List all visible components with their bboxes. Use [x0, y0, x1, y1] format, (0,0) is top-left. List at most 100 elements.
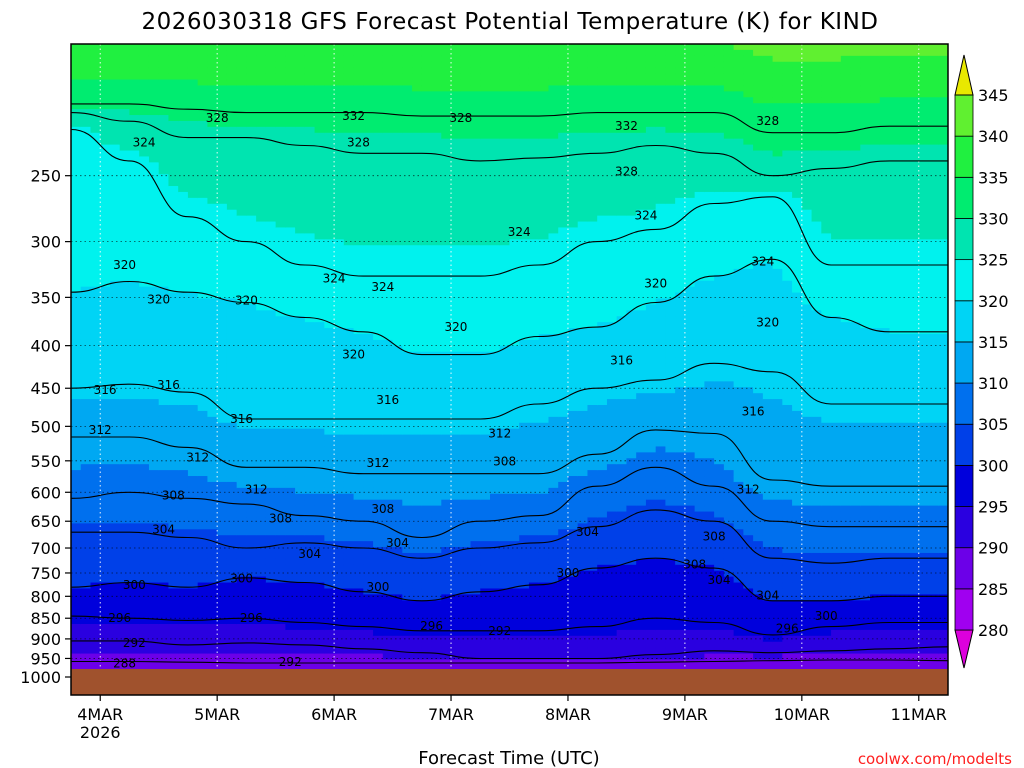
contour-label: 300 [815, 609, 838, 623]
x-tick-label: 10MAR [774, 705, 830, 724]
contour-label: 304 [386, 536, 409, 550]
contour-label: 320 [342, 348, 365, 362]
contour-label: 292 [279, 655, 302, 669]
colorbar-low-arrow [954, 629, 974, 669]
colorbar-label: 325 [978, 251, 1009, 270]
colorbar-label: 290 [978, 539, 1009, 558]
colorbar-label: 330 [978, 209, 1009, 228]
contour-label: 320 [147, 292, 170, 306]
contour-label: 316 [157, 378, 180, 392]
contour-label: 308 [269, 511, 292, 525]
colorbar-label: 320 [978, 292, 1009, 311]
isentrope-lines [71, 103, 948, 664]
contour-label: 308 [371, 502, 394, 516]
colorbar-band [954, 218, 974, 261]
colorbar-high-arrow [954, 54, 974, 96]
plot-frame [70, 43, 949, 696]
colorbar-label: 295 [978, 498, 1009, 517]
y-tick-label: 250 [30, 167, 61, 186]
contour-label: 320 [113, 258, 136, 272]
contour-label: 320 [644, 277, 667, 291]
colorbar-band [954, 382, 974, 425]
contour-label: 320 [756, 315, 779, 329]
contour-label: 324 [323, 271, 346, 285]
contour-label: 320 [235, 293, 258, 307]
y-tick-label: 950 [30, 649, 61, 668]
isentrope-308 [71, 466, 948, 539]
y-tick-label: 900 [30, 630, 61, 649]
contour-label: 316 [376, 393, 399, 407]
contour-label: 316 [742, 405, 765, 419]
grid-lines [71, 44, 948, 695]
x-tick-label: 11MAR [891, 705, 947, 724]
contour-label: 328 [756, 114, 779, 128]
contour-label: 300 [230, 572, 253, 586]
colorbar-label: 340 [978, 127, 1009, 146]
contour-label: 328 [347, 135, 370, 149]
contour-label: 312 [245, 482, 268, 496]
colorbar-legend: 280 285 290 295 300 305 310 315 320 325 330 335 340 3… [954, 54, 1009, 669]
y-tick-label: 800 [30, 587, 61, 606]
contour-label: 316 [94, 383, 117, 397]
y-tick-label: 450 [30, 379, 61, 398]
contour-label: 312 [737, 482, 760, 496]
colorbar-label: 305 [978, 415, 1009, 434]
x-tick-label: 9MAR [662, 705, 708, 724]
plot-area: 288 292 292 292 296 296 296 296 300 300 300 300 300 3… [71, 44, 948, 695]
colorbar-label: 300 [978, 456, 1009, 475]
y-tick-label: 400 [30, 337, 61, 356]
colorbar-band [954, 464, 974, 507]
contour-label: 328 [449, 111, 472, 125]
isentrope-328 [71, 112, 948, 177]
colorbar-band [954, 506, 974, 549]
isentrope-320 [71, 258, 948, 356]
credit-text: coolwx.com/modelts [858, 750, 1012, 768]
contour-label: 312 [366, 456, 389, 470]
contour-label: 316 [610, 354, 633, 368]
isentrope-300 [71, 557, 948, 602]
chart-title: 2026030318 GFS Forecast Potential Temper… [142, 9, 879, 35]
contour-label: 324 [508, 225, 531, 239]
colorbar-label: 285 [978, 580, 1009, 599]
contour-label: 312 [488, 427, 511, 441]
colorbar-label: 345 [978, 86, 1009, 105]
colorbar-label: 310 [978, 374, 1009, 393]
contour-label: 308 [703, 529, 726, 543]
contour-label: 304 [576, 525, 599, 539]
x-tick-label: 4MAR [77, 705, 123, 724]
y-tick-label: 500 [30, 417, 61, 436]
contour-label: 296 [108, 611, 131, 625]
contour-labels: 288 292 292 292 296 296 296 296 300 300 300 300 300 3… [89, 109, 838, 671]
contour-label: 308 [683, 558, 706, 572]
isentrope-312 [71, 429, 948, 487]
y-tick-label: 1000 [20, 668, 61, 687]
isentrope-316 [71, 362, 948, 420]
contour-label: 296 [776, 622, 799, 636]
colorbar-band [954, 300, 974, 343]
colorbar-label: 315 [978, 333, 1009, 352]
contour-label: 312 [186, 451, 209, 465]
x-tick-year-label: 2026 [80, 723, 121, 742]
contour-label: 328 [206, 111, 229, 125]
x-axis-title: Forecast Time (UTC) [418, 748, 599, 768]
colorbar-label: 335 [978, 168, 1009, 187]
color-fill-layer [71, 44, 948, 695]
contour-label: 300 [123, 578, 146, 592]
contour-label: 296 [420, 619, 443, 633]
colorbar-label: 280 [978, 621, 1009, 640]
colorbar-band [954, 94, 974, 137]
x-tick-label: 8MAR [545, 705, 591, 724]
contour-label: 292 [123, 636, 146, 650]
colorbar-band [954, 341, 974, 384]
colorbar-band [954, 176, 974, 219]
y-tick-label: 300 [30, 233, 61, 252]
y-tick-label: 650 [30, 512, 61, 531]
contour-label: 292 [488, 624, 511, 638]
isentrope-332 [71, 103, 948, 134]
colorbar-band [954, 135, 974, 178]
y-tick-label: 550 [30, 452, 61, 471]
contour-label: 296 [240, 611, 263, 625]
y-tick-label: 700 [30, 539, 61, 558]
